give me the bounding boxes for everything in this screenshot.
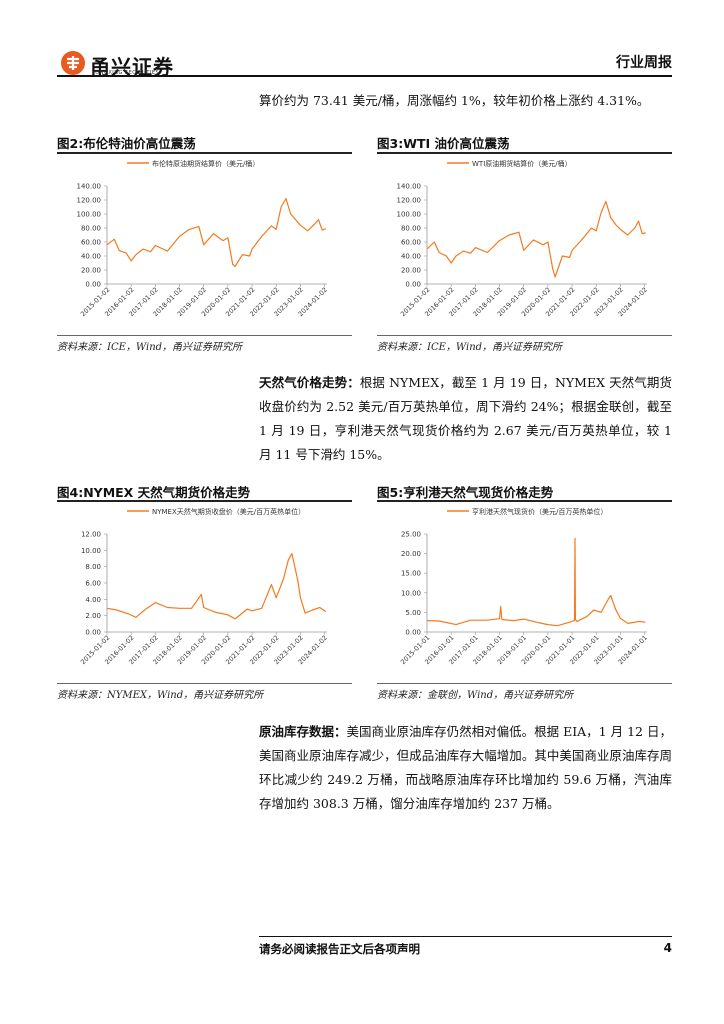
figure-4-source: 资料来源：NYMEX，Wind，甬兴证券研究所: [57, 690, 264, 701]
figure-4-title: 图4:NYMEX 天然气期货价格走势: [57, 485, 251, 500]
legend-label: WTI原油期货结算价（美元/桶）: [472, 159, 572, 168]
figure-3-chart: WTI原油期货结算价（美元/桶） 140.00 120.00 100.00 80.00 6…: [397, 159, 649, 318]
legend-label: NYMEX天然气期货收盘价（美元/百万英热单位）: [152, 507, 305, 516]
figure-5-title: 图5:亨利港天然气现货价格走势: [377, 485, 554, 500]
footer-rule: [259, 936, 672, 937]
y-tick-label: 80.00: [401, 225, 421, 233]
figure-5-chart: 亨利港天然气现货价（美元/百万英热单位） 25.00 20.00 15.00 10.00…: [399, 507, 649, 666]
figure-3-title: 图3:WTI 油价高位震荡: [377, 136, 510, 151]
legend-label: 布伦特原油期货结算价（美元/桶）: [152, 159, 259, 168]
y-tick-label: 10.00: [401, 589, 421, 597]
figure-3-source: 资料来源：ICE，Wind，甬兴证券研究所: [377, 342, 563, 353]
header-rule: [57, 75, 672, 77]
y-tick-label: 10.00: [81, 547, 101, 555]
company-name-en: YONGXING SECURITIES: [92, 70, 160, 76]
gas-paragraph-lead: 天然气价格走势：: [259, 375, 360, 390]
logo: [60, 50, 86, 76]
intro-text: 算价约为 73.41 美元/桶，周涨幅约 1%，较年初价格上涨约 4.31%。: [259, 93, 650, 108]
y-tick-label: 40.00: [401, 253, 421, 261]
y-tick-label: 140.00: [77, 183, 102, 191]
legend-label: 亨利港天然气现货价（美元/百万英热单位）: [472, 507, 607, 516]
y-tick-label: 5.00: [405, 609, 421, 617]
crude-paragraph: 原油库存数据：美国商业原油库存仍然相对偏低。根据 EIA，1 月 12 日，美国…: [259, 720, 672, 816]
y-tick-label: 8.00: [85, 563, 101, 571]
figure-4-bottom-rule: [57, 683, 352, 684]
figure-4-top-rule: [57, 500, 352, 502]
y-tick-label: 100.00: [397, 211, 422, 219]
figure-2-title: 图2:布伦特油价高位震荡: [57, 136, 196, 151]
page-number: 4: [663, 941, 672, 955]
y-tick-label: 0.00: [405, 281, 421, 289]
figure-5-top-rule: [377, 500, 672, 502]
y-tick-label: 60.00: [81, 239, 101, 247]
crude-paragraph-text: 美国商业原油库存仍然相对偏低。根据 EIA，1 月 12 日，美国商业原油库存减…: [259, 724, 672, 811]
y-tick-label: 100.00: [77, 211, 102, 219]
y-tick-label: 20.00: [401, 267, 421, 275]
gas-paragraph: 天然气价格走势：根据 NYMEX，截至 1 月 19 日，NYMEX 天然气期货…: [259, 371, 672, 467]
footer-disclaimer: 请务必阅读报告正文后各项声明: [259, 942, 420, 956]
y-tick-label: 4.00: [85, 596, 101, 604]
y-tick-label: 80.00: [81, 225, 101, 233]
series-line: [106, 197, 327, 268]
y-tick-label: 0.00: [405, 629, 421, 637]
y-tick-label: 140.00: [397, 183, 422, 191]
figure-5-source: 资料来源：金联创，Wind，甬兴证券研究所: [377, 690, 574, 701]
series-line: [106, 552, 327, 620]
series-line: [426, 537, 646, 627]
y-tick-label: 20.00: [81, 267, 101, 275]
figure-4-chart: NYMEX天然气期货收盘价（美元/百万英热单位） 12.00 10.00 8.00 6.…: [79, 507, 329, 666]
y-tick-label: 120.00: [397, 197, 422, 205]
y-tick-label: 120.00: [77, 197, 102, 205]
y-tick-label: 40.00: [81, 253, 101, 261]
figure-3-bottom-rule: [377, 335, 672, 336]
figure-2-chart: 布伦特原油期货结算价（美元/桶） 140.00 120.00 100.00 80.00 6…: [77, 159, 329, 318]
report-type: 行业周报: [616, 55, 672, 71]
crude-paragraph-lead: 原油库存数据：: [259, 724, 347, 739]
logo-icon: [61, 51, 85, 75]
y-tick-label: 12.00: [81, 531, 101, 539]
y-tick-label: 0.00: [85, 629, 101, 637]
y-tick-label: 25.00: [401, 531, 421, 539]
series-line: [426, 200, 646, 278]
figure-3-top-rule: [377, 152, 672, 154]
figure-2-bottom-rule: [57, 335, 352, 336]
gas-paragraph-text: 根据 NYMEX，截至 1 月 19 日，NYMEX 天然气期货收盘价约为 2.…: [259, 375, 672, 462]
y-tick-label: 15.00: [401, 570, 421, 578]
y-tick-label: 20.00: [401, 550, 421, 558]
figure-2-source: 资料来源：ICE，Wind，甬兴证券研究所: [57, 342, 243, 353]
y-tick-label: 2.00: [85, 612, 101, 620]
figure-2-top-rule: [57, 152, 352, 154]
y-tick-label: 6.00: [85, 580, 101, 588]
y-tick-label: 60.00: [401, 239, 421, 247]
figure-5-bottom-rule: [377, 683, 672, 684]
y-tick-label: 0.00: [85, 281, 101, 289]
